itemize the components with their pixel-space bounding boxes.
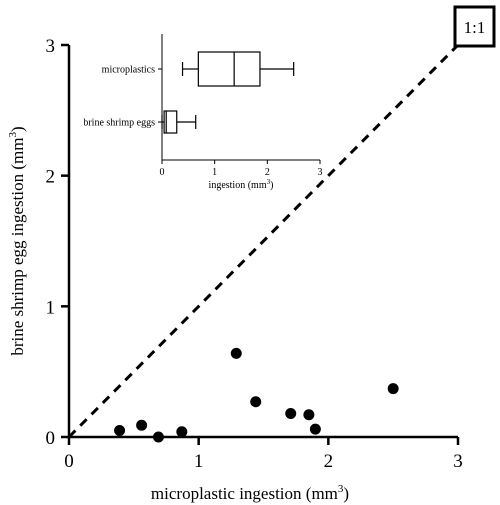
y-axis-title: brine shrimp egg ingestion (mm3) — [7, 126, 27, 355]
x-tick-label: 0 — [64, 451, 74, 472]
iqr-box — [163, 110, 178, 134]
scatter-point — [176, 426, 188, 438]
y-tick-label: 1 — [46, 297, 56, 318]
inset-category-label: brine shrimp eggs — [83, 118, 155, 129]
main-plot: 0 1 2 3 0 1 2 3 microplastic ingestion (mm3) b… — [7, 5, 496, 503]
x-ticks: 0 1 2 3 — [64, 437, 463, 472]
inset-boxplot: 0 1 2 3 microplastics brine shrimp eggs inge… — [83, 34, 323, 191]
scatter-point — [230, 347, 242, 359]
scatter-points — [114, 347, 399, 443]
inset-x-ticks: 0 1 2 3 — [160, 160, 323, 178]
inset-x-tick-label: 0 — [160, 167, 165, 178]
inset-category-label: microplastics — [102, 65, 155, 76]
y-tick-label: 0 — [46, 428, 56, 449]
x-tick-label: 1 — [194, 451, 204, 472]
inset-x-axis-title: ingestion (mm3) — [209, 178, 274, 191]
reference-line-1-1 — [67, 43, 460, 439]
scatter-point — [387, 383, 399, 395]
inset-x-tick-label: 1 — [212, 167, 217, 178]
box-brine-shrimp-eggs: brine shrimp eggs — [83, 110, 197, 134]
y-tick-label: 2 — [46, 167, 56, 188]
inset-x-tick-label: 2 — [265, 167, 270, 178]
ratio-label-box: 1:1 — [453, 5, 496, 48]
x-axis-title: microplastic ingestion (mm3) — [151, 483, 349, 503]
x-tick-label: 2 — [324, 451, 334, 472]
scatter-point — [303, 409, 315, 421]
scatter-point — [250, 396, 262, 408]
inset-x-tick-label: 3 — [318, 167, 323, 178]
box-microplastics: microplastics — [102, 51, 295, 87]
scatter-point — [152, 431, 164, 443]
scatter-point — [114, 424, 126, 436]
iqr-box — [197, 51, 261, 87]
ratio-label: 1:1 — [464, 18, 486, 37]
scatter-point — [285, 407, 297, 419]
inset-boxes: microplastics brine shrimp eggs — [83, 51, 295, 134]
y-tick-label: 3 — [46, 36, 56, 57]
scatter-point — [309, 423, 321, 435]
scatter-point — [136, 419, 148, 431]
y-ticks: 0 1 2 3 — [46, 36, 69, 449]
x-tick-label: 3 — [453, 451, 463, 472]
